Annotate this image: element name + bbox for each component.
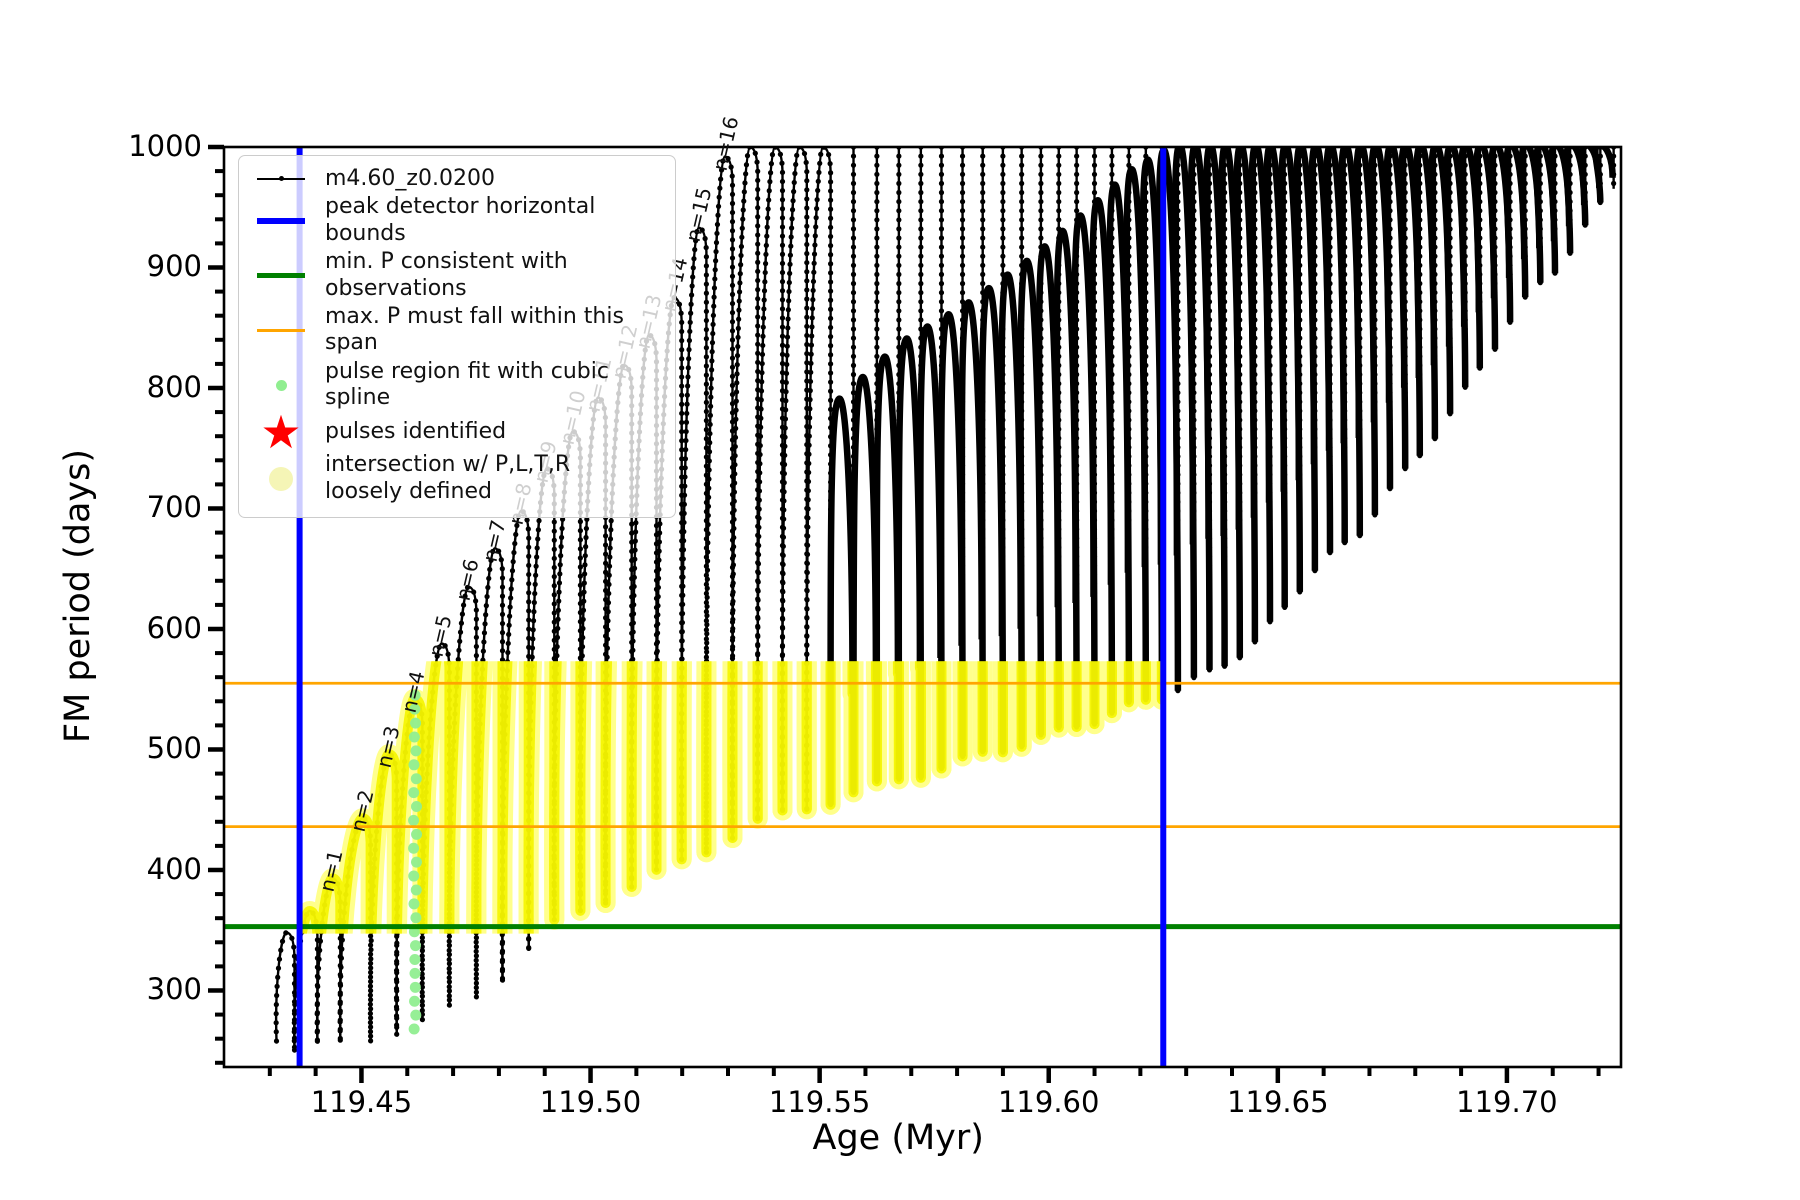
legend-label: intersection w/ P,L,T,R loosely defined [325, 452, 571, 504]
y-tick-label-300: 300 [146, 972, 202, 1007]
y-tick-label-500: 500 [146, 731, 202, 766]
legend-label: m4.60_z0.0200 [325, 166, 495, 191]
y-tick-label-1000: 1000 [128, 129, 202, 163]
pulse-label-n-2: n=2 [345, 787, 379, 835]
legend-label: max. P must fall within this span [325, 303, 624, 356]
legend-dot-icon [249, 379, 313, 391]
y-axis-label: FM period (days) [58, 449, 98, 743]
y-tick-label-900: 900 [146, 249, 202, 284]
legend-label: min. P consistent with observations [325, 249, 568, 301]
legend-star-icon: ★ [260, 404, 302, 459]
legend-entry-6: intersection w/ P,L,T,R loosely defined [249, 452, 661, 505]
legend-entry-5: ★ pulses identified [249, 404, 661, 459]
legend-line-icon [249, 217, 313, 224]
y-tick-label-400: 400 [146, 851, 202, 886]
legend-line-dot-icon [249, 176, 313, 182]
x-tick-label-119.55: 119.55 [768, 1085, 871, 1119]
pulse-label-n-15: n=15 [681, 184, 717, 244]
legend-entry-4: pulse region fit with cubic spline [249, 359, 661, 412]
pulse-label-n-6: n=6 [451, 556, 484, 603]
plot-frame [222, 145, 1623, 1069]
spline-fit-dots [408, 689, 423, 1035]
x-tick-label-119.65: 119.65 [1227, 1085, 1329, 1119]
legend-label: pulse region fit with cubic spline [325, 358, 609, 411]
legend-line-icon [249, 328, 313, 332]
y-tick-label-600: 600 [146, 610, 202, 645]
legend-label: pulses identified [325, 418, 507, 444]
axis-ticks [208, 144, 1601, 1083]
pulse-label-n-16: n=16 [707, 113, 743, 173]
x-tick-label-119.70: 119.70 [1456, 1085, 1558, 1119]
pulse-label-n-5: n=5 [423, 612, 457, 660]
legend-dot-icon [249, 466, 313, 491]
y-tick-label-800: 800 [146, 369, 202, 404]
x-axis-label: Age (Myr) [812, 1118, 984, 1158]
pulse-label-n-1: n=1 [314, 847, 348, 895]
pulse-label-n-14: n=14 [656, 255, 735, 314]
legend-entry-2: min. P consistent with observations [249, 249, 661, 302]
legend-entry-0: m4.60_z0.0200 [249, 166, 661, 192]
legend-entry-1: peak detector horizontal bounds [249, 194, 661, 247]
pulse-label-n-3: n=3 [371, 723, 405, 771]
x-tick-label-119.60: 119.60 [997, 1085, 1100, 1119]
legend-label: peak detector horizontal bounds [325, 194, 596, 246]
pulse-label-n-4: n=4 [396, 668, 430, 715]
pulse-label-n-7: n=7 [477, 517, 511, 565]
x-tick-label-119.45: 119.45 [310, 1085, 413, 1119]
x-tick-label-119.50: 119.50 [539, 1085, 642, 1119]
y-tick-label-700: 700 [146, 490, 202, 525]
legend-line-icon [249, 273, 313, 279]
legend-entry-3: max. P must fall within this span [249, 304, 661, 357]
